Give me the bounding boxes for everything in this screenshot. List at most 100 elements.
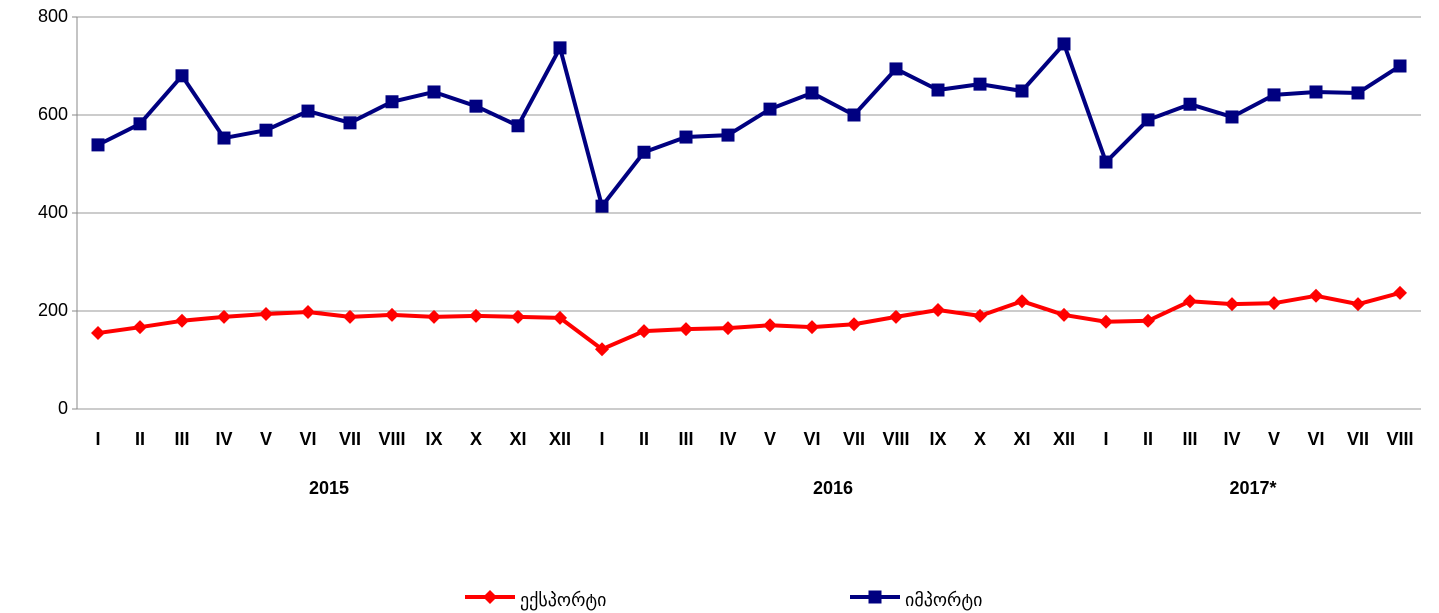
- x-tick-label: VII: [1347, 429, 1369, 449]
- x-tick-label: VII: [339, 429, 361, 449]
- x-tick-label: VI: [299, 429, 316, 449]
- marker: [679, 130, 693, 144]
- marker: [847, 317, 861, 332]
- group-label: 2016: [813, 478, 853, 498]
- marker: [469, 99, 483, 113]
- marker: [1015, 294, 1029, 309]
- x-tick-label: III: [678, 429, 693, 449]
- x-tick-label: IX: [929, 429, 946, 449]
- marker: [889, 62, 903, 76]
- marker: [847, 108, 861, 122]
- marker: [721, 128, 735, 142]
- group-label: 2015: [309, 478, 349, 498]
- x-tick-label: VI: [803, 429, 820, 449]
- marker: [637, 145, 651, 159]
- marker: [511, 119, 525, 133]
- marker: [805, 86, 819, 100]
- marker: [1141, 313, 1155, 328]
- marker: [1057, 307, 1071, 322]
- marker: [1309, 288, 1323, 303]
- marker: [427, 309, 441, 324]
- marker: [1099, 155, 1113, 169]
- marker: [1351, 86, 1365, 100]
- marker: [637, 324, 651, 339]
- marker: [1351, 297, 1365, 312]
- marker: [511, 309, 525, 324]
- x-tick-label: III: [1182, 429, 1197, 449]
- x-tick-label: VI: [1307, 429, 1324, 449]
- marker: [217, 309, 231, 324]
- series-line: [97, 41, 1402, 209]
- x-tick-label: X: [974, 429, 986, 449]
- marker: [931, 83, 945, 97]
- marker: [868, 590, 882, 604]
- marker: [679, 322, 693, 337]
- group-label: 2017*: [1229, 478, 1276, 498]
- x-tick-label: VIII: [882, 429, 909, 449]
- marker: [469, 308, 483, 323]
- marker: [553, 41, 567, 55]
- x-tick-label: V: [1268, 429, 1280, 449]
- marker: [1225, 297, 1239, 312]
- marker: [259, 306, 273, 321]
- x-tick-label: I: [599, 429, 604, 449]
- marker: [483, 590, 497, 604]
- marker: [595, 199, 609, 213]
- marker: [217, 131, 231, 145]
- marker: [1393, 59, 1407, 73]
- marker: [1183, 294, 1197, 309]
- marker: [1057, 37, 1071, 51]
- marker: [133, 320, 147, 335]
- marker: [91, 326, 105, 341]
- marker: [301, 104, 315, 118]
- x-tick-label: I: [1103, 429, 1108, 449]
- marker: [1393, 285, 1407, 300]
- x-tick-label: XII: [549, 429, 571, 449]
- marker: [301, 304, 315, 319]
- legend-item: ექსპორტი: [465, 590, 606, 610]
- y-tick-label: 600: [38, 104, 68, 124]
- x-tick-label: II: [1143, 429, 1153, 449]
- marker: [1015, 84, 1029, 98]
- marker: [1267, 296, 1281, 311]
- x-tick-label: VIII: [378, 429, 405, 449]
- marker: [259, 123, 273, 137]
- series-line: [97, 290, 1401, 352]
- marker: [763, 318, 777, 333]
- marker: [385, 307, 399, 322]
- x-tick-label: IV: [1223, 429, 1240, 449]
- marker: [1309, 85, 1323, 99]
- marker: [1225, 110, 1239, 124]
- x-tick-label: X: [470, 429, 482, 449]
- y-tick-label: 200: [38, 300, 68, 320]
- x-tick-label: VIII: [1386, 429, 1413, 449]
- marker: [973, 77, 987, 91]
- marker: [1183, 97, 1197, 111]
- marker: [1099, 314, 1113, 329]
- marker: [889, 309, 903, 324]
- marker: [721, 321, 735, 336]
- x-tick-label: IX: [425, 429, 442, 449]
- x-tick-label: VII: [843, 429, 865, 449]
- marker: [973, 308, 987, 323]
- x-tick-label: V: [764, 429, 776, 449]
- x-tick-label: V: [260, 429, 272, 449]
- x-tick-label: XII: [1053, 429, 1075, 449]
- x-tick-label: IV: [215, 429, 232, 449]
- marker: [931, 303, 945, 318]
- marker: [427, 85, 441, 99]
- marker: [343, 116, 357, 130]
- legend-label: იმპორტი: [905, 590, 982, 610]
- marker: [763, 102, 777, 116]
- marker: [385, 95, 399, 109]
- marker: [805, 320, 819, 335]
- y-tick-label: 800: [38, 6, 68, 26]
- legend-label: ექსპორტი: [520, 590, 606, 610]
- x-tick-label: II: [135, 429, 145, 449]
- marker: [91, 138, 105, 152]
- marker: [595, 342, 609, 357]
- legend-item: იმპორტი: [850, 590, 982, 610]
- marker: [1141, 113, 1155, 127]
- y-tick-label: 0: [58, 398, 68, 418]
